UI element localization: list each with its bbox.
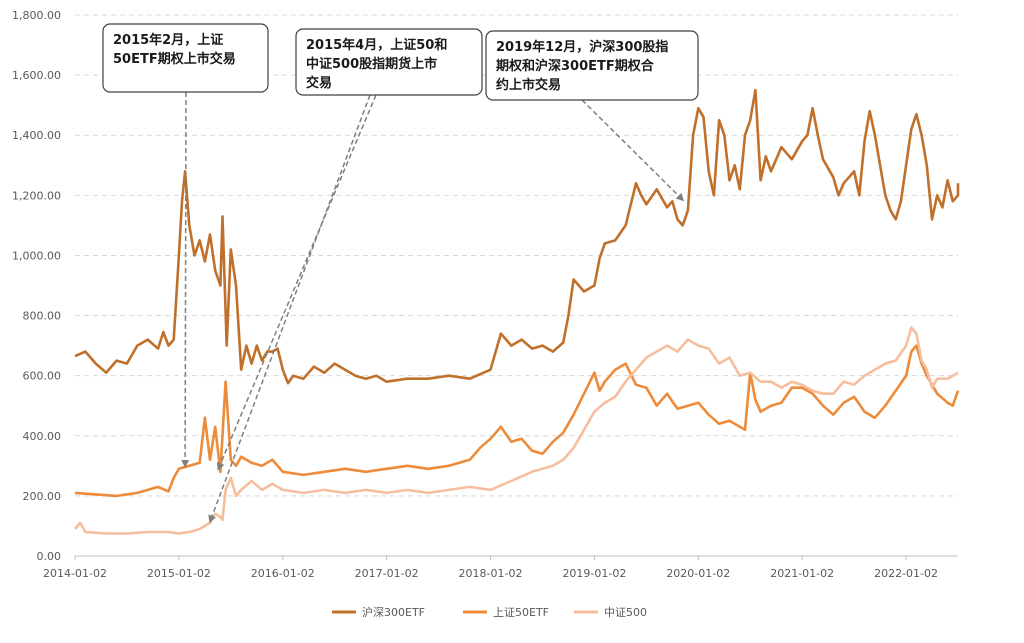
series-line-0 (74, 88, 960, 385)
x-tick-label: 2014-01-02 (43, 567, 107, 580)
y-axis: 0.00 200.00 400.00 600.00 800.00 1,000.00 1,20… (12, 9, 61, 563)
x-tick-label: 2021-01-02 (770, 567, 834, 580)
y-tick-label: 0.00 (37, 550, 62, 563)
y-tick-label: 600.00 (23, 370, 62, 383)
legend-label: 中证500 (604, 606, 647, 619)
x-tick-label: 2016-01-02 (251, 567, 315, 580)
annotation-text: 期权和沪深300ETF期权合 (496, 58, 655, 74)
annotation-text: 2015年2月，上证 (113, 32, 223, 48)
x-tick-label: 2015-01-02 (147, 567, 211, 580)
legend-item-1: 上证50ETF (463, 606, 549, 619)
annotation-arrow (181, 91, 190, 468)
y-tick-label: 1,000.00 (12, 249, 61, 262)
legend-item-0: 沪深300ETF (332, 605, 425, 619)
y-tick-label: 1,200.00 (12, 189, 61, 202)
annotation-layer: 2015年2月，上证50ETF期权上市交易2015年4月，上证50和中证500股… (102, 23, 699, 524)
annotation-0: 2015年2月，上证 50ETF期权上市交易 (102, 23, 269, 468)
legend: 沪深300ETF 上证50ETF 中证500 (332, 605, 647, 619)
annotation-text: 50ETF期权上市交易 (113, 51, 236, 67)
x-tick-label: 2020-01-02 (666, 567, 730, 580)
annotation-text: 约上市交易 (496, 77, 561, 93)
y-tick-label: 800.00 (23, 310, 62, 323)
annotation-box (102, 23, 269, 93)
annotation-text: 2015年4月，上证50和 (306, 37, 447, 53)
x-tick-label: 2017-01-02 (355, 567, 419, 580)
series-layer (74, 88, 960, 535)
annotation-arrow (581, 99, 685, 202)
x-axis: 2014-01-02 2015-01-02 2016-01-02 2017-01-02… (43, 555, 958, 580)
annotation-box (485, 30, 699, 101)
y-tick-label: 200.00 (23, 490, 62, 503)
annotation-text: 2019年12月，沪深300股指 (496, 39, 668, 55)
series-line-1 (74, 344, 960, 498)
x-tick-label: 2019-01-02 (562, 567, 626, 580)
annotation-text: 中证500股指期货上市 (306, 56, 437, 72)
annotation-text: 交易 (306, 75, 332, 91)
legend-label: 沪深300ETF (362, 605, 425, 619)
x-tick-label: 2018-01-02 (459, 567, 523, 580)
annotation-arrow (208, 94, 371, 524)
y-tick-label: 1,800.00 (12, 9, 61, 22)
annotation-box (295, 28, 483, 96)
x-tick-label: 2022-01-02 (874, 567, 938, 580)
y-tick-label: 400.00 (23, 430, 62, 443)
legend-label: 上证50ETF (493, 606, 549, 619)
y-tick-label: 1,400.00 (12, 129, 61, 142)
legend-item-2: 中证500 (574, 606, 647, 619)
y-tick-label: 1,600.00 (12, 69, 61, 82)
annotation-arrow (217, 94, 377, 471)
series-line-2 (74, 326, 959, 535)
